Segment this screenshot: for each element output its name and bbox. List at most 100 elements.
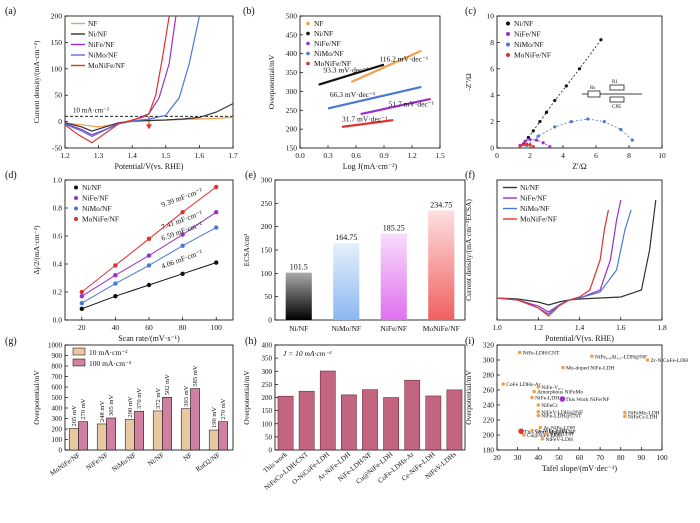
overpotential-bar	[152, 410, 163, 451]
panel-c: (c) Z'/Ω -Z''/Ω 0 2 4 6 8 10 0 2 4 6 8 10 Rs R1 CPE Ni/NF N…	[464, 6, 666, 171]
y-tick-label: 250	[286, 106, 298, 115]
x-tick-label: 30	[514, 453, 522, 462]
y-tick-label: 300	[483, 356, 495, 365]
legend-label-a: NF	[88, 19, 98, 28]
panel-label-h: (h)	[245, 336, 257, 347]
comparison-point	[501, 382, 505, 386]
legend-swatch	[74, 185, 78, 190]
x-tick-label: 2	[528, 151, 532, 160]
nyquist-fit	[519, 138, 551, 148]
comparison-point-label: NiFe-LDH/CNT	[523, 351, 560, 357]
tafel-slope-label: 116.2 mV·dec⁻¹	[379, 54, 428, 63]
legend-swatch	[74, 196, 78, 200]
x-tick-label: NiFe/NF	[85, 451, 110, 472]
x-tick-label: 1.2	[60, 151, 70, 160]
bar-value-label: 270 mV	[80, 398, 87, 419]
panel-label-b: (b)	[243, 6, 255, 17]
y-tick-label: 180	[483, 446, 495, 455]
y-axis-title-b: Overpotential/mV	[267, 54, 276, 109]
y-tick-label: 10	[487, 12, 495, 21]
x-tick-label: 60	[576, 453, 584, 462]
comparison-point-label: NiFe-LDH@CNT	[541, 414, 582, 420]
comparison-point	[517, 350, 522, 355]
cdl-point	[146, 282, 152, 288]
cdl-point	[79, 301, 85, 306]
bar-value-label: 101.5	[290, 263, 308, 272]
x-axis-title-f: Potential/V(vs. RHE)	[545, 334, 614, 343]
y-tick-label: 500	[286, 12, 298, 21]
y-tick-label: 350	[262, 355, 273, 363]
x-tick-label: 40	[535, 453, 543, 462]
comparison-point	[645, 358, 650, 362]
y-tick-label: 200	[52, 426, 63, 434]
ecsa-bar	[380, 233, 407, 320]
y-tick-label: 900	[52, 352, 63, 360]
series-line-Ni/NF	[65, 103, 233, 132]
x-tick-label: 70	[596, 453, 604, 462]
nyquist-point	[569, 120, 573, 124]
x-tick-label: Ni/NF	[289, 324, 308, 333]
overpotential-bar	[208, 429, 219, 451]
y-tick-label: -50	[52, 144, 62, 153]
legend-label-c: MoNiFe/NF	[514, 51, 551, 60]
overpotential-bar	[162, 397, 172, 451]
comparison-point	[536, 385, 541, 389]
legend-label-f: NiMo/NF	[520, 204, 550, 213]
panel-b: (b) Log J(mA·cm⁻²) Overpotential/mV 0.0 0.3 0…	[243, 6, 445, 171]
comparison-point	[544, 431, 549, 436]
x-tick-label: 0.9	[379, 151, 389, 160]
comparison-point-label: NiFeCr	[541, 403, 558, 409]
comparison-bar	[362, 389, 378, 451]
y-tick-label: 0.0	[53, 316, 63, 325]
y-tick-label: 0	[269, 447, 273, 455]
x-tick-label: 0.6	[351, 151, 361, 160]
y-tick-label: 0.2	[53, 288, 63, 297]
cdl-point	[146, 236, 152, 241]
y-tick-label: 100	[262, 420, 273, 428]
comparison-point-label: NiFeMo-LDH	[628, 411, 660, 417]
x-tick-label: 1.6	[195, 151, 205, 160]
x-axis-title-a: Potential/V(vs. RHE)	[115, 162, 184, 171]
bar-value-label: 190 mV	[211, 407, 218, 428]
panel-title-h: J = 10 mA·cm⁻²	[283, 349, 332, 358]
y-axis-title-d: Δj/2/(mA·cm⁻²)	[32, 225, 41, 274]
tafel-slope-label: 93.3 mV·dec⁻¹	[323, 66, 368, 75]
comparison-point-label: CoFe LDHs-Ar	[506, 382, 541, 388]
x-tick-label: 1.7	[228, 151, 238, 160]
legend-label-d: MoNiFe/NF	[82, 215, 119, 224]
comparison-point	[540, 436, 545, 441]
circuit-label: CPE	[612, 105, 621, 110]
series-line-MoNiFe/NF	[497, 209, 609, 317]
x-tick-label: 1.5	[435, 151, 445, 160]
legend-label-b: MoNiFe/NF	[314, 59, 351, 68]
y-tick-label: 240	[483, 401, 495, 410]
legend-label-a: NiMo/NF	[88, 51, 118, 60]
y-tick-label: 0	[268, 316, 272, 325]
legend-swatch	[306, 31, 310, 36]
comparison-point-label: Ar-NiFe-LDH	[543, 426, 575, 432]
capacitance-label: 9.39 mF·cm⁻²	[160, 186, 204, 209]
y-tick-label: 150	[261, 246, 273, 255]
cdl-point	[79, 289, 85, 295]
panel-label-f: (f)	[465, 170, 475, 181]
panel-label-c: (c)	[465, 6, 476, 17]
legend-swatch	[306, 21, 310, 26]
circuit-cpe	[609, 96, 625, 103]
overpotential-bar	[134, 410, 144, 451]
y-tick-label: 6	[490, 64, 494, 73]
x-tick-label: 1.0	[492, 323, 502, 332]
y-tick-label: 200	[483, 431, 495, 440]
tafel-slope-label: 51.7 mV·dec⁻¹	[389, 100, 434, 109]
comparison-bar	[277, 395, 294, 451]
x-axis-title-d: Scan rate/(mV·s⁻¹)	[118, 334, 180, 343]
overpotential-bar	[106, 417, 116, 451]
y-tick-label: 200	[262, 394, 273, 402]
legend-label-d: NiMo/NF	[82, 204, 112, 213]
legend-label-d: Ni/NF	[82, 183, 101, 192]
y-tick-label: 500	[52, 394, 63, 402]
y-tick-label: 100	[261, 269, 273, 278]
comparison-point-label: NiFeV-LDH	[545, 437, 573, 443]
cdl-point	[214, 225, 219, 230]
x-tick-label: NiFe/NF	[380, 324, 407, 333]
overpotential-bar	[124, 419, 135, 451]
